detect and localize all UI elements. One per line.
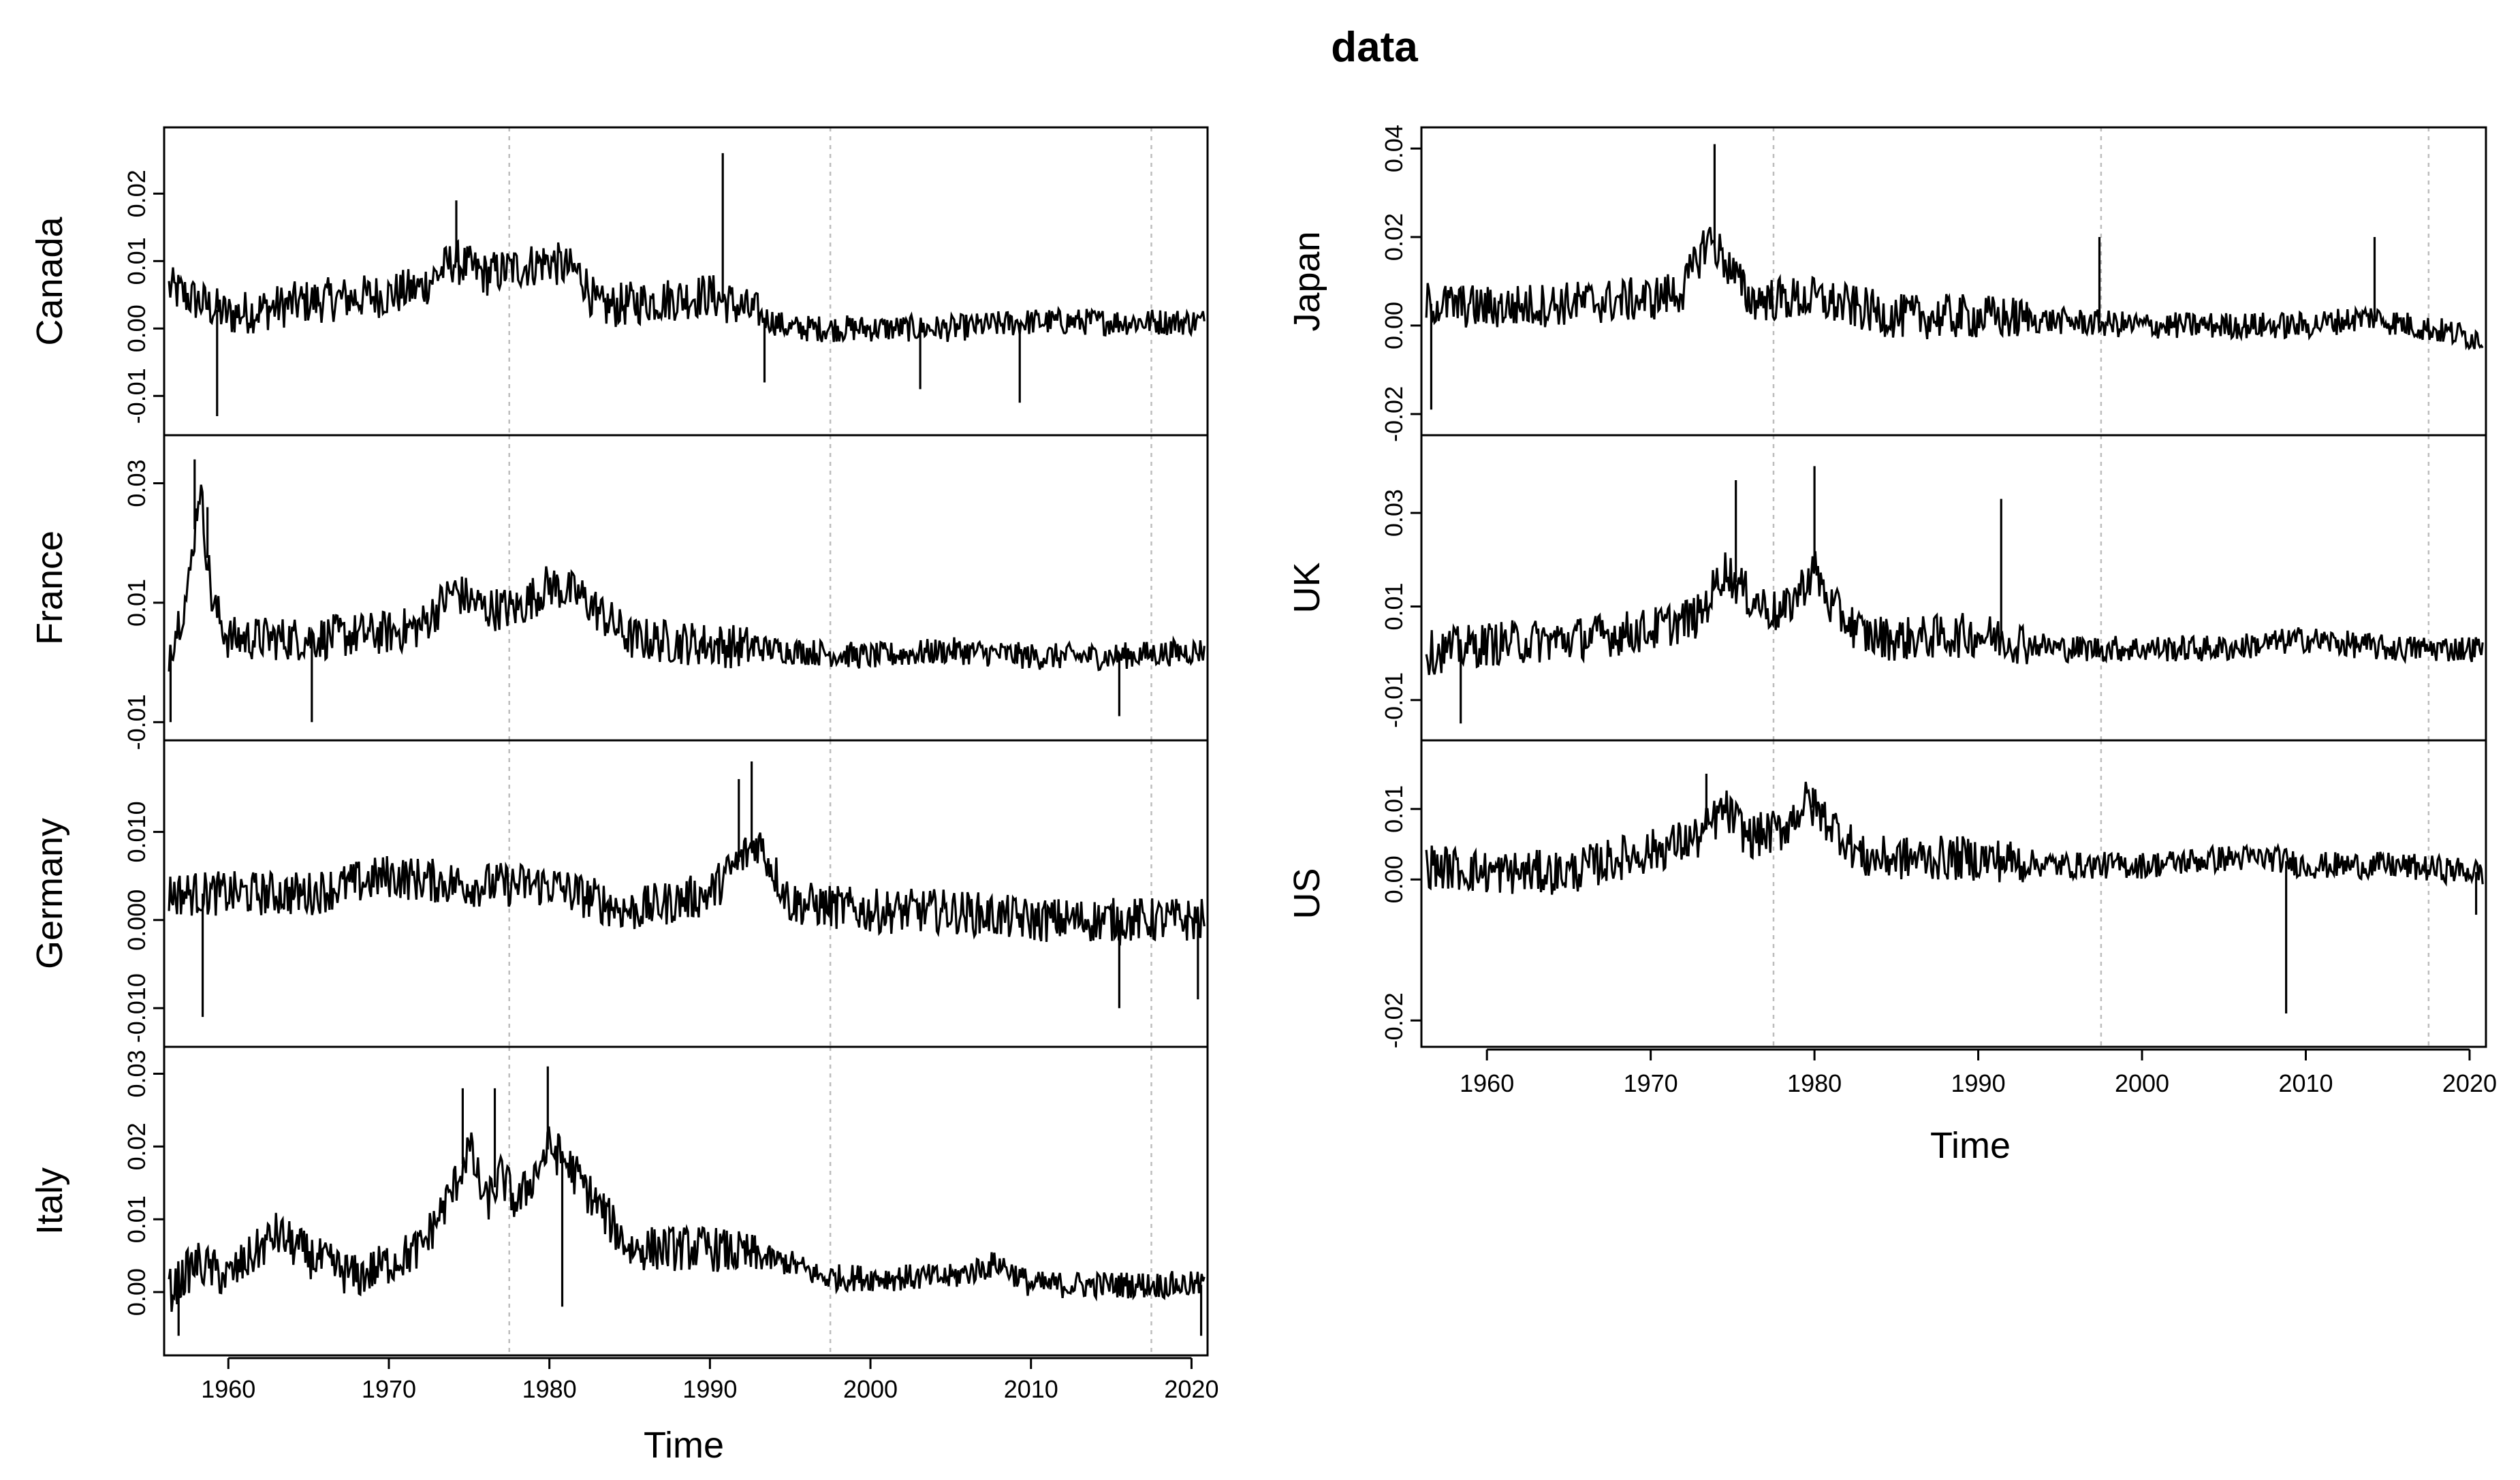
left-column: -0.01 0.00 0.01 0.02 Canada -0.01 0.01 0.03 Fran… xyxy=(29,126,1218,1403)
us-series-line xyxy=(1425,781,2484,895)
us-y-tick-label: -0.02 xyxy=(1380,992,1408,1048)
chart-title: data xyxy=(1331,24,1418,71)
germany-y-tick-label: 0.010 xyxy=(123,801,151,862)
x-tick-label: 1970 xyxy=(362,1375,416,1403)
france-panel-frame xyxy=(163,434,1209,742)
x-tick-label: 2020 xyxy=(1164,1375,1218,1403)
x-tick-label: 1980 xyxy=(1787,1069,1842,1097)
x-tick-label: 1990 xyxy=(1951,1069,2006,1097)
italy-y-tick-label: 0.01 xyxy=(123,1195,151,1243)
canada-panel-frame xyxy=(163,126,1209,437)
france-y-label: France xyxy=(29,531,70,645)
uk-panel-frame xyxy=(1420,434,2487,742)
x-tick-label: 2010 xyxy=(1004,1375,1058,1403)
france-y-tick-label: 0.01 xyxy=(123,579,151,627)
germany-series-line xyxy=(168,832,1206,947)
uk-y-label: UK xyxy=(1287,562,1327,613)
x-tick-label: 1980 xyxy=(522,1375,577,1403)
germany-y-label: Germany xyxy=(29,818,70,969)
canada-series-line xyxy=(168,239,1206,343)
japan-y-tick-label: 0.04 xyxy=(1380,125,1408,172)
x-tick-label: 2010 xyxy=(2278,1069,2333,1097)
canada-y-tick-label: -0.01 xyxy=(123,368,151,424)
canada-y-label: Canada xyxy=(29,216,70,345)
canada-y-tick-label: 0.02 xyxy=(123,170,151,217)
italy-panel-frame xyxy=(163,1045,1209,1357)
germany-y-tick-label: 0.000 xyxy=(123,889,151,951)
france-y-tick-label: 0.03 xyxy=(123,459,151,507)
x-axis-label-right: Time xyxy=(1930,1125,2011,1166)
us-y-tick-label: 0.01 xyxy=(1380,785,1408,833)
us-y-label: US xyxy=(1287,868,1327,919)
italy-y-tick-label: 0.02 xyxy=(123,1122,151,1170)
x-tick-label: 1970 xyxy=(1624,1069,1678,1097)
japan-y-tick-label: 0.02 xyxy=(1380,213,1408,261)
x-tick-label: 2000 xyxy=(843,1375,898,1403)
japan-panel-frame xyxy=(1420,126,2487,437)
italy-y-label: Italy xyxy=(29,1167,70,1235)
italy-series-line xyxy=(168,1126,1206,1312)
japan-y-label: Japan xyxy=(1287,231,1327,331)
italy-y-tick-label: 0.03 xyxy=(123,1050,151,1097)
right-column: -0.02 0.00 0.02 0.04 Japan -0.01 0.01 0.03 UK -0.… xyxy=(1287,125,2497,1097)
canada-y-tick-label: 0.00 xyxy=(123,304,151,352)
japan-y-tick-label: 0.00 xyxy=(1380,302,1408,349)
x-tick-label: 1960 xyxy=(1460,1069,1514,1097)
uk-y-tick-label: 0.01 xyxy=(1380,582,1408,630)
japan-y-tick-label: -0.02 xyxy=(1380,386,1408,442)
x-tick-label: 1960 xyxy=(201,1375,255,1403)
us-y-tick-label: 0.00 xyxy=(1380,855,1408,903)
italy-y-tick-label: 0.00 xyxy=(123,1268,151,1316)
x-axis-label-left: Time xyxy=(644,1425,724,1466)
uk-y-tick-label: 0.03 xyxy=(1380,489,1408,537)
canada-y-tick-label: 0.01 xyxy=(123,237,151,285)
france-y-tick-label: -0.01 xyxy=(123,694,151,750)
japan-series-line xyxy=(1425,226,2484,351)
us-panel-frame xyxy=(1420,739,2487,1048)
x-tick-label: 1990 xyxy=(682,1375,737,1403)
germany-y-tick-label: -0.010 xyxy=(123,973,151,1043)
x-tick-label: 2000 xyxy=(2115,1069,2169,1097)
x-tick-label: 2020 xyxy=(2442,1069,2497,1097)
uk-y-tick-label: -0.01 xyxy=(1380,672,1408,728)
uk-series-line xyxy=(1425,551,2484,676)
france-series-line xyxy=(168,484,1206,672)
